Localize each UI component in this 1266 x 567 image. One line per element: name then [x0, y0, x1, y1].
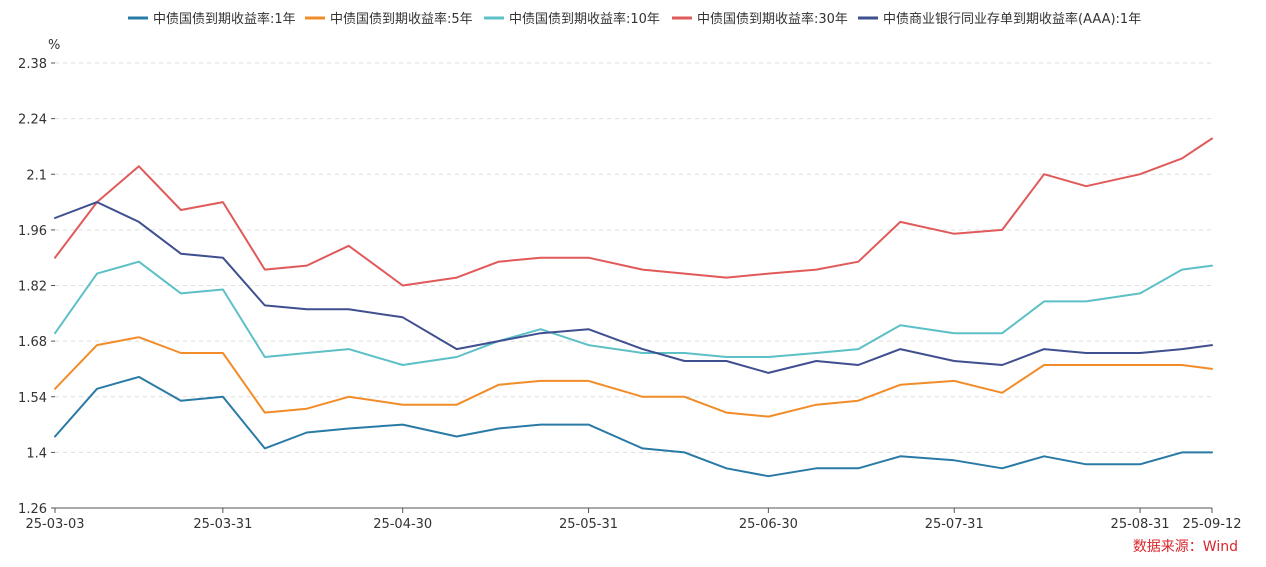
series-lines	[54, 137, 1213, 478]
gridlines	[55, 62, 1212, 453]
x-tick-label: 25-09-12	[1182, 517, 1241, 532]
y-tick-label: 2.1	[26, 168, 47, 183]
series-line-1	[54, 375, 1213, 478]
legend-label: 中债国债到期收益率:5年	[330, 11, 473, 27]
y-tick-label: 1.26	[18, 502, 47, 517]
x-tick-label: 25-03-03	[25, 517, 84, 532]
legend-label: 中债国债到期收益率:10年	[509, 11, 660, 27]
y-tick-label: 1.68	[18, 335, 47, 350]
x-tick-label: 25-03-31	[193, 517, 252, 532]
x-axis-ticks: 25-03-03 25-03-31 25-04-30 25-05-31 25-06-30…	[25, 508, 1242, 532]
x-tick-label: 25-05-31	[559, 517, 618, 532]
y-tick-label: 2.38	[18, 57, 47, 72]
legend-label: 中债国债到期收益率:30年	[697, 11, 848, 27]
y-tick-label: 1.4	[26, 446, 47, 461]
legend-label: 中债商业银行同业存单到期收益率(AAA):1年	[883, 11, 1141, 27]
series-line-3	[54, 260, 1213, 366]
y-tick-label: 1.54	[18, 391, 47, 406]
y-tick-label: 1.82	[18, 280, 47, 295]
legend: 中债国债到期收益率:1年 中债国债到期收益率:5年 中债国债到期收益率:10年 中债国…	[128, 11, 1141, 27]
series-line-5	[54, 201, 1213, 374]
y-axis-unit: %	[48, 38, 60, 53]
series-line-2	[54, 336, 1213, 418]
x-tick-label: 25-04-30	[373, 517, 432, 532]
x-tick-label: 25-06-30	[739, 517, 798, 532]
x-tick-label: 25-08-31	[1111, 517, 1170, 532]
x-tick-label: 25-07-31	[925, 517, 984, 532]
y-tick-label: 2.24	[18, 113, 47, 128]
y-tick-label: 1.96	[18, 224, 47, 239]
data-source-label: 数据来源：Wind	[1133, 539, 1238, 555]
series-line-4	[54, 137, 1213, 287]
y-axis-ticks: 2.38 2.24 2.1 1.96 1.82 1.68 1.54 1.4 1.26	[18, 57, 55, 517]
legend-label: 中债国债到期收益率:1年	[153, 11, 296, 27]
